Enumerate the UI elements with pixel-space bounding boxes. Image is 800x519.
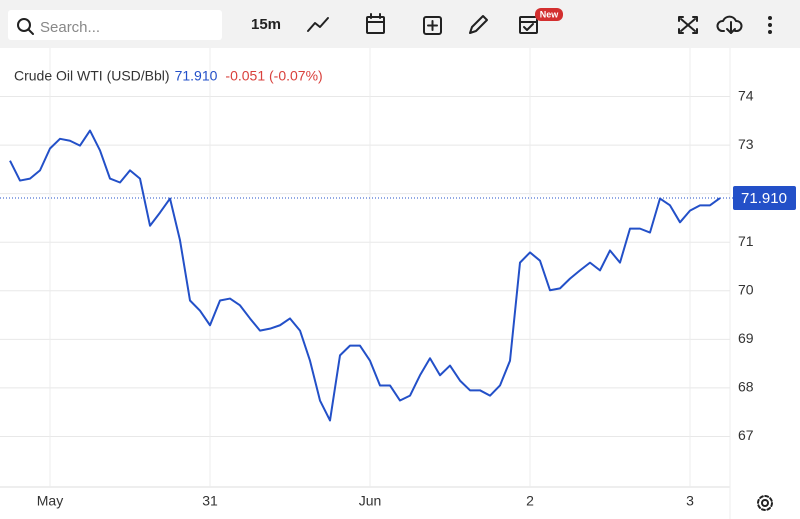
x-tick-label: 2 bbox=[526, 493, 534, 509]
price-change: -0.051 (-0.07%) bbox=[225, 68, 322, 84]
price-line bbox=[9, 129, 721, 422]
y-tick-label: 68 bbox=[738, 379, 754, 395]
last-price: 71.910 bbox=[175, 68, 218, 84]
interval-button[interactable]: 15m bbox=[251, 16, 281, 33]
search-icon bbox=[17, 18, 34, 35]
new-badge-text: New bbox=[540, 9, 560, 19]
fullscreen-button[interactable] bbox=[678, 16, 698, 34]
search-placeholder[interactable]: Search... bbox=[40, 19, 100, 36]
y-tick-label: 70 bbox=[738, 281, 754, 297]
chart-type-button[interactable] bbox=[307, 17, 329, 32]
last-price-tag-text: 71.910 bbox=[741, 190, 787, 207]
calendar-button[interactable] bbox=[366, 13, 385, 34]
y-tick-label: 67 bbox=[738, 427, 754, 443]
instrument-name: Crude Oil WTI (USD/Bbl) bbox=[14, 68, 170, 84]
download-button[interactable] bbox=[716, 15, 743, 34]
y-tick-label: 71 bbox=[738, 233, 754, 249]
y-tick-label: 73 bbox=[738, 136, 754, 152]
events-button[interactable] bbox=[519, 16, 538, 34]
y-tick-label: 69 bbox=[738, 330, 754, 346]
x-tick-label: May bbox=[37, 493, 63, 509]
search-box[interactable] bbox=[8, 10, 222, 40]
legend: Crude Oil WTI (USD/Bbl) 71.910 -0.051 (-… bbox=[14, 68, 323, 84]
add-button[interactable] bbox=[423, 16, 442, 35]
x-tick-label: 3 bbox=[686, 493, 694, 509]
menu-button[interactable] bbox=[768, 16, 772, 34]
draw-button[interactable] bbox=[469, 15, 488, 34]
y-tick-label: 74 bbox=[738, 87, 754, 103]
last-price-tag bbox=[733, 186, 796, 211]
x-tick-label: Jun bbox=[359, 493, 382, 509]
new-badge bbox=[535, 8, 563, 21]
x-tick-label: 31 bbox=[202, 493, 218, 509]
settings-button[interactable] bbox=[757, 495, 773, 511]
